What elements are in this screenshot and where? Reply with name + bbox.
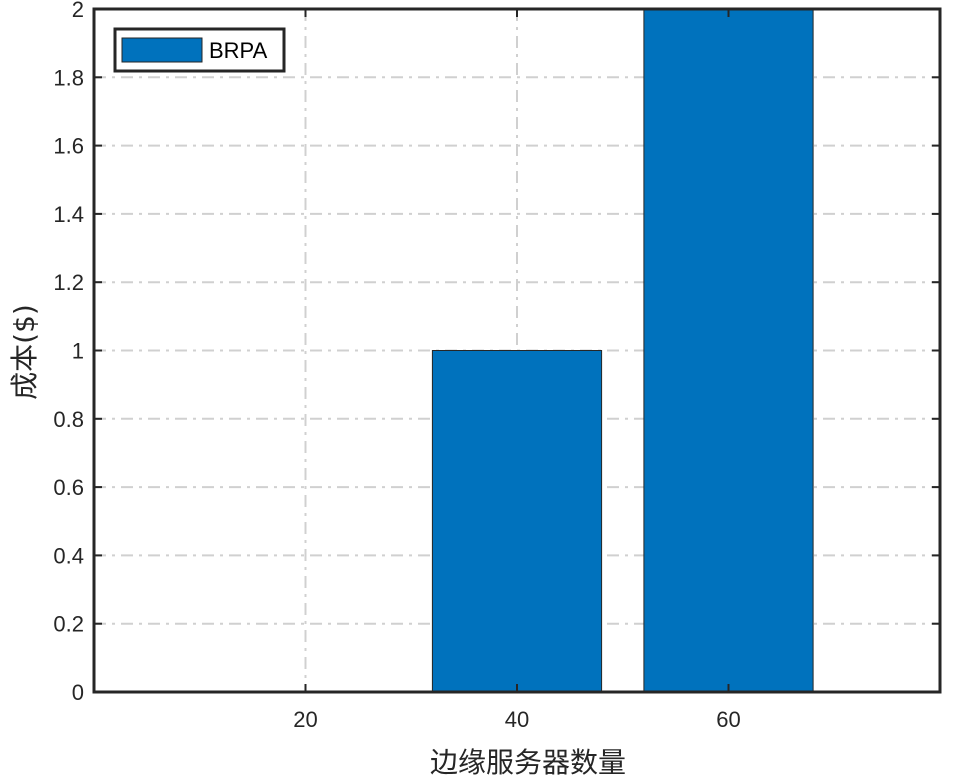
- legend-label: BRPA: [209, 38, 268, 63]
- y-tick-label: 1.8: [53, 65, 84, 90]
- x-axis-label: 边缘服务器数量: [430, 746, 626, 779]
- y-tick-labels: 0 0.2 0.4 0.6 0.8 1 1.2 1.4 1.6 1.8 2: [53, 0, 84, 705]
- legend: BRPA: [113, 27, 286, 73]
- y-tick-label: 1.2: [53, 270, 84, 295]
- y-tick-label: 0: [72, 680, 84, 705]
- bar-40: [431, 350, 603, 693]
- y-tick-label: 1.4: [53, 202, 84, 227]
- x-tick-labels: 20 40 60: [293, 707, 740, 732]
- y-tick-label: 1: [72, 339, 84, 364]
- y-tick-label: 0.6: [53, 475, 84, 500]
- y-tick-label: 2: [72, 0, 84, 22]
- x-tick-label: 60: [716, 707, 740, 732]
- x-tick-label: 20: [293, 707, 317, 732]
- y-tick-label: 0.2: [53, 612, 84, 637]
- y-tick-label: 1.6: [53, 134, 84, 159]
- bars: [431, 8, 814, 693]
- y-axis-label: 成本($): [8, 304, 41, 400]
- y-tick-label: 0.8: [53, 407, 84, 432]
- bar-60: [643, 8, 814, 693]
- y-tick-label: 0.4: [53, 543, 84, 568]
- ticks: [94, 8, 940, 693]
- x-tick-label: 40: [505, 707, 529, 732]
- legend-swatch: [121, 37, 203, 63]
